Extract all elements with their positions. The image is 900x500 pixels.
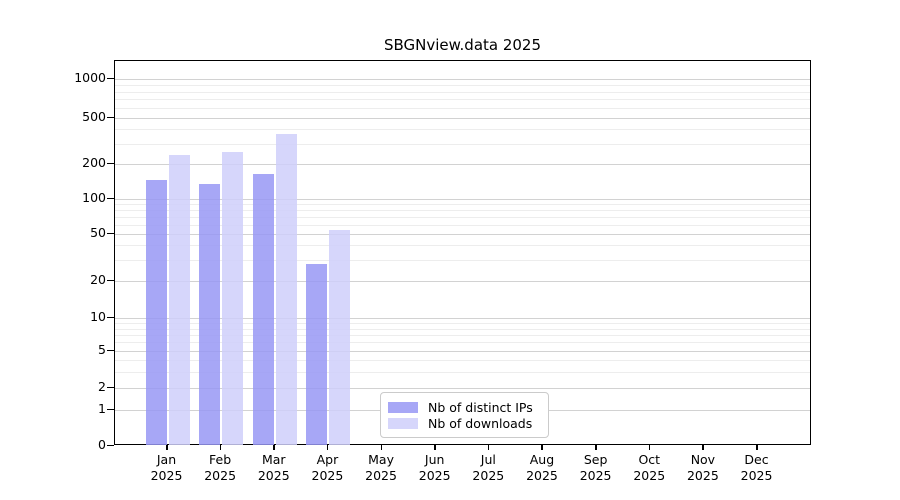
y-tick-mark (107, 197, 114, 199)
y-tick-label: 50 (90, 225, 106, 240)
y-tick-mark (107, 279, 114, 281)
bar-nb-of-downloads-feb (222, 151, 244, 445)
x-tick-mark (380, 445, 383, 450)
x-tick-mark (595, 445, 597, 450)
gridline-major (115, 164, 810, 165)
legend-swatch-downloads (388, 417, 418, 429)
gridline-minor (115, 91, 810, 93)
legend-item-distinct-ips: Nb of distinct IPs (388, 399, 539, 415)
y-tick-label: 100 (82, 190, 106, 205)
x-tick-mark (756, 445, 758, 450)
bar-nb-of-distinct-ips-mar (252, 173, 274, 445)
x-tick-label-nov: Nov 2025 (686, 452, 719, 483)
gridline-minor (115, 129, 810, 131)
y-tick-mark (107, 444, 114, 446)
gridline-minor (115, 342, 810, 344)
y-tick-label: 20 (90, 272, 106, 287)
x-tick-label-apr: Apr 2025 (311, 452, 344, 483)
y-tick-mark (107, 386, 114, 388)
x-tick-label-sep: Sep 2025 (579, 452, 612, 483)
x-tick-mark (326, 445, 329, 450)
x-tick-label-oct: Oct 2025 (633, 452, 666, 483)
y-tick-mark (107, 162, 114, 164)
x-tick-label-feb: Feb 2025 (204, 452, 237, 483)
gridline-minor (115, 99, 810, 101)
x-tick-label-dec: Dec 2025 (740, 452, 773, 483)
gridline-minor (115, 143, 810, 145)
y-tick-label: 5 (98, 342, 106, 357)
x-tick-label-jul: Jul 2025 (472, 452, 505, 483)
gridline-minor (115, 360, 810, 361)
gridline-minor (115, 107, 810, 109)
gridline-minor (115, 334, 810, 336)
y-tick-label: 10 (90, 309, 106, 324)
x-tick-label-aug: Aug 2025 (526, 452, 558, 483)
legend-label-downloads: Nb of downloads (428, 415, 533, 431)
legend-item-downloads: Nb of downloads (388, 415, 539, 431)
gridline-minor (115, 328, 810, 330)
plot-area: Nb of distinct IPs Nb of downloads (114, 60, 811, 445)
gridline-minor (115, 84, 810, 86)
gridline-minor (115, 210, 810, 212)
y-tick-label: 1000 (74, 70, 106, 85)
x-tick-mark (648, 445, 651, 450)
x-tick-label-may: May 2025 (365, 452, 397, 483)
x-tick-label-mar: Mar 2025 (257, 452, 290, 483)
gridline-major (115, 281, 810, 282)
x-tick-mark (702, 445, 704, 450)
x-tick-mark (166, 445, 168, 450)
gridline-major (115, 351, 810, 352)
gridline-major (115, 79, 810, 80)
x-tick-label-jun: Jun 2025 (418, 452, 451, 483)
x-tick-mark (487, 445, 490, 450)
gridline-major (115, 199, 810, 200)
bar-nb-of-downloads-apr (329, 230, 351, 445)
gridline-major (115, 388, 810, 389)
y-tick-label: 0 (98, 437, 106, 452)
legend-swatch-distinct-ips (388, 401, 418, 413)
bar-nb-of-downloads-jan (168, 154, 190, 445)
gridline-minor (115, 371, 810, 373)
gridline-minor (115, 323, 810, 325)
y-tick-mark (107, 316, 114, 318)
chart-title: SBGNview.data 2025 (383, 36, 542, 54)
y-tick-mark (107, 232, 114, 234)
bar-nb-of-distinct-ips-jan (145, 180, 167, 445)
bar-nb-of-distinct-ips-apr (306, 263, 328, 445)
gridline-minor (115, 260, 810, 262)
x-tick-mark (541, 445, 543, 450)
gridline-major (115, 234, 810, 235)
y-tick-label: 200 (82, 155, 106, 170)
y-tick-mark (107, 408, 114, 410)
x-tick-mark (219, 445, 222, 450)
bar-nb-of-downloads-mar (275, 134, 297, 445)
y-tick-mark (107, 349, 114, 351)
gridline-minor (115, 204, 810, 206)
y-tick-label: 1 (98, 401, 106, 416)
gridline-minor (115, 217, 810, 218)
y-tick-mark (107, 77, 114, 79)
x-tick-mark (273, 445, 275, 450)
x-tick-mark (434, 445, 436, 450)
y-tick-mark (107, 116, 114, 118)
bar-nb-of-distinct-ips-feb (199, 183, 221, 445)
y-tick-label: 500 (82, 109, 106, 124)
y-tick-label: 2 (98, 379, 106, 394)
legend: Nb of distinct IPs Nb of downloads (380, 392, 549, 438)
x-tick-label-jan: Jan 2025 (150, 452, 183, 483)
gridline-minor (115, 245, 810, 247)
gridline-major (115, 318, 810, 319)
gridline-minor (115, 224, 810, 226)
legend-label-distinct-ips: Nb of distinct IPs (428, 399, 533, 415)
gridline-major (115, 118, 810, 119)
